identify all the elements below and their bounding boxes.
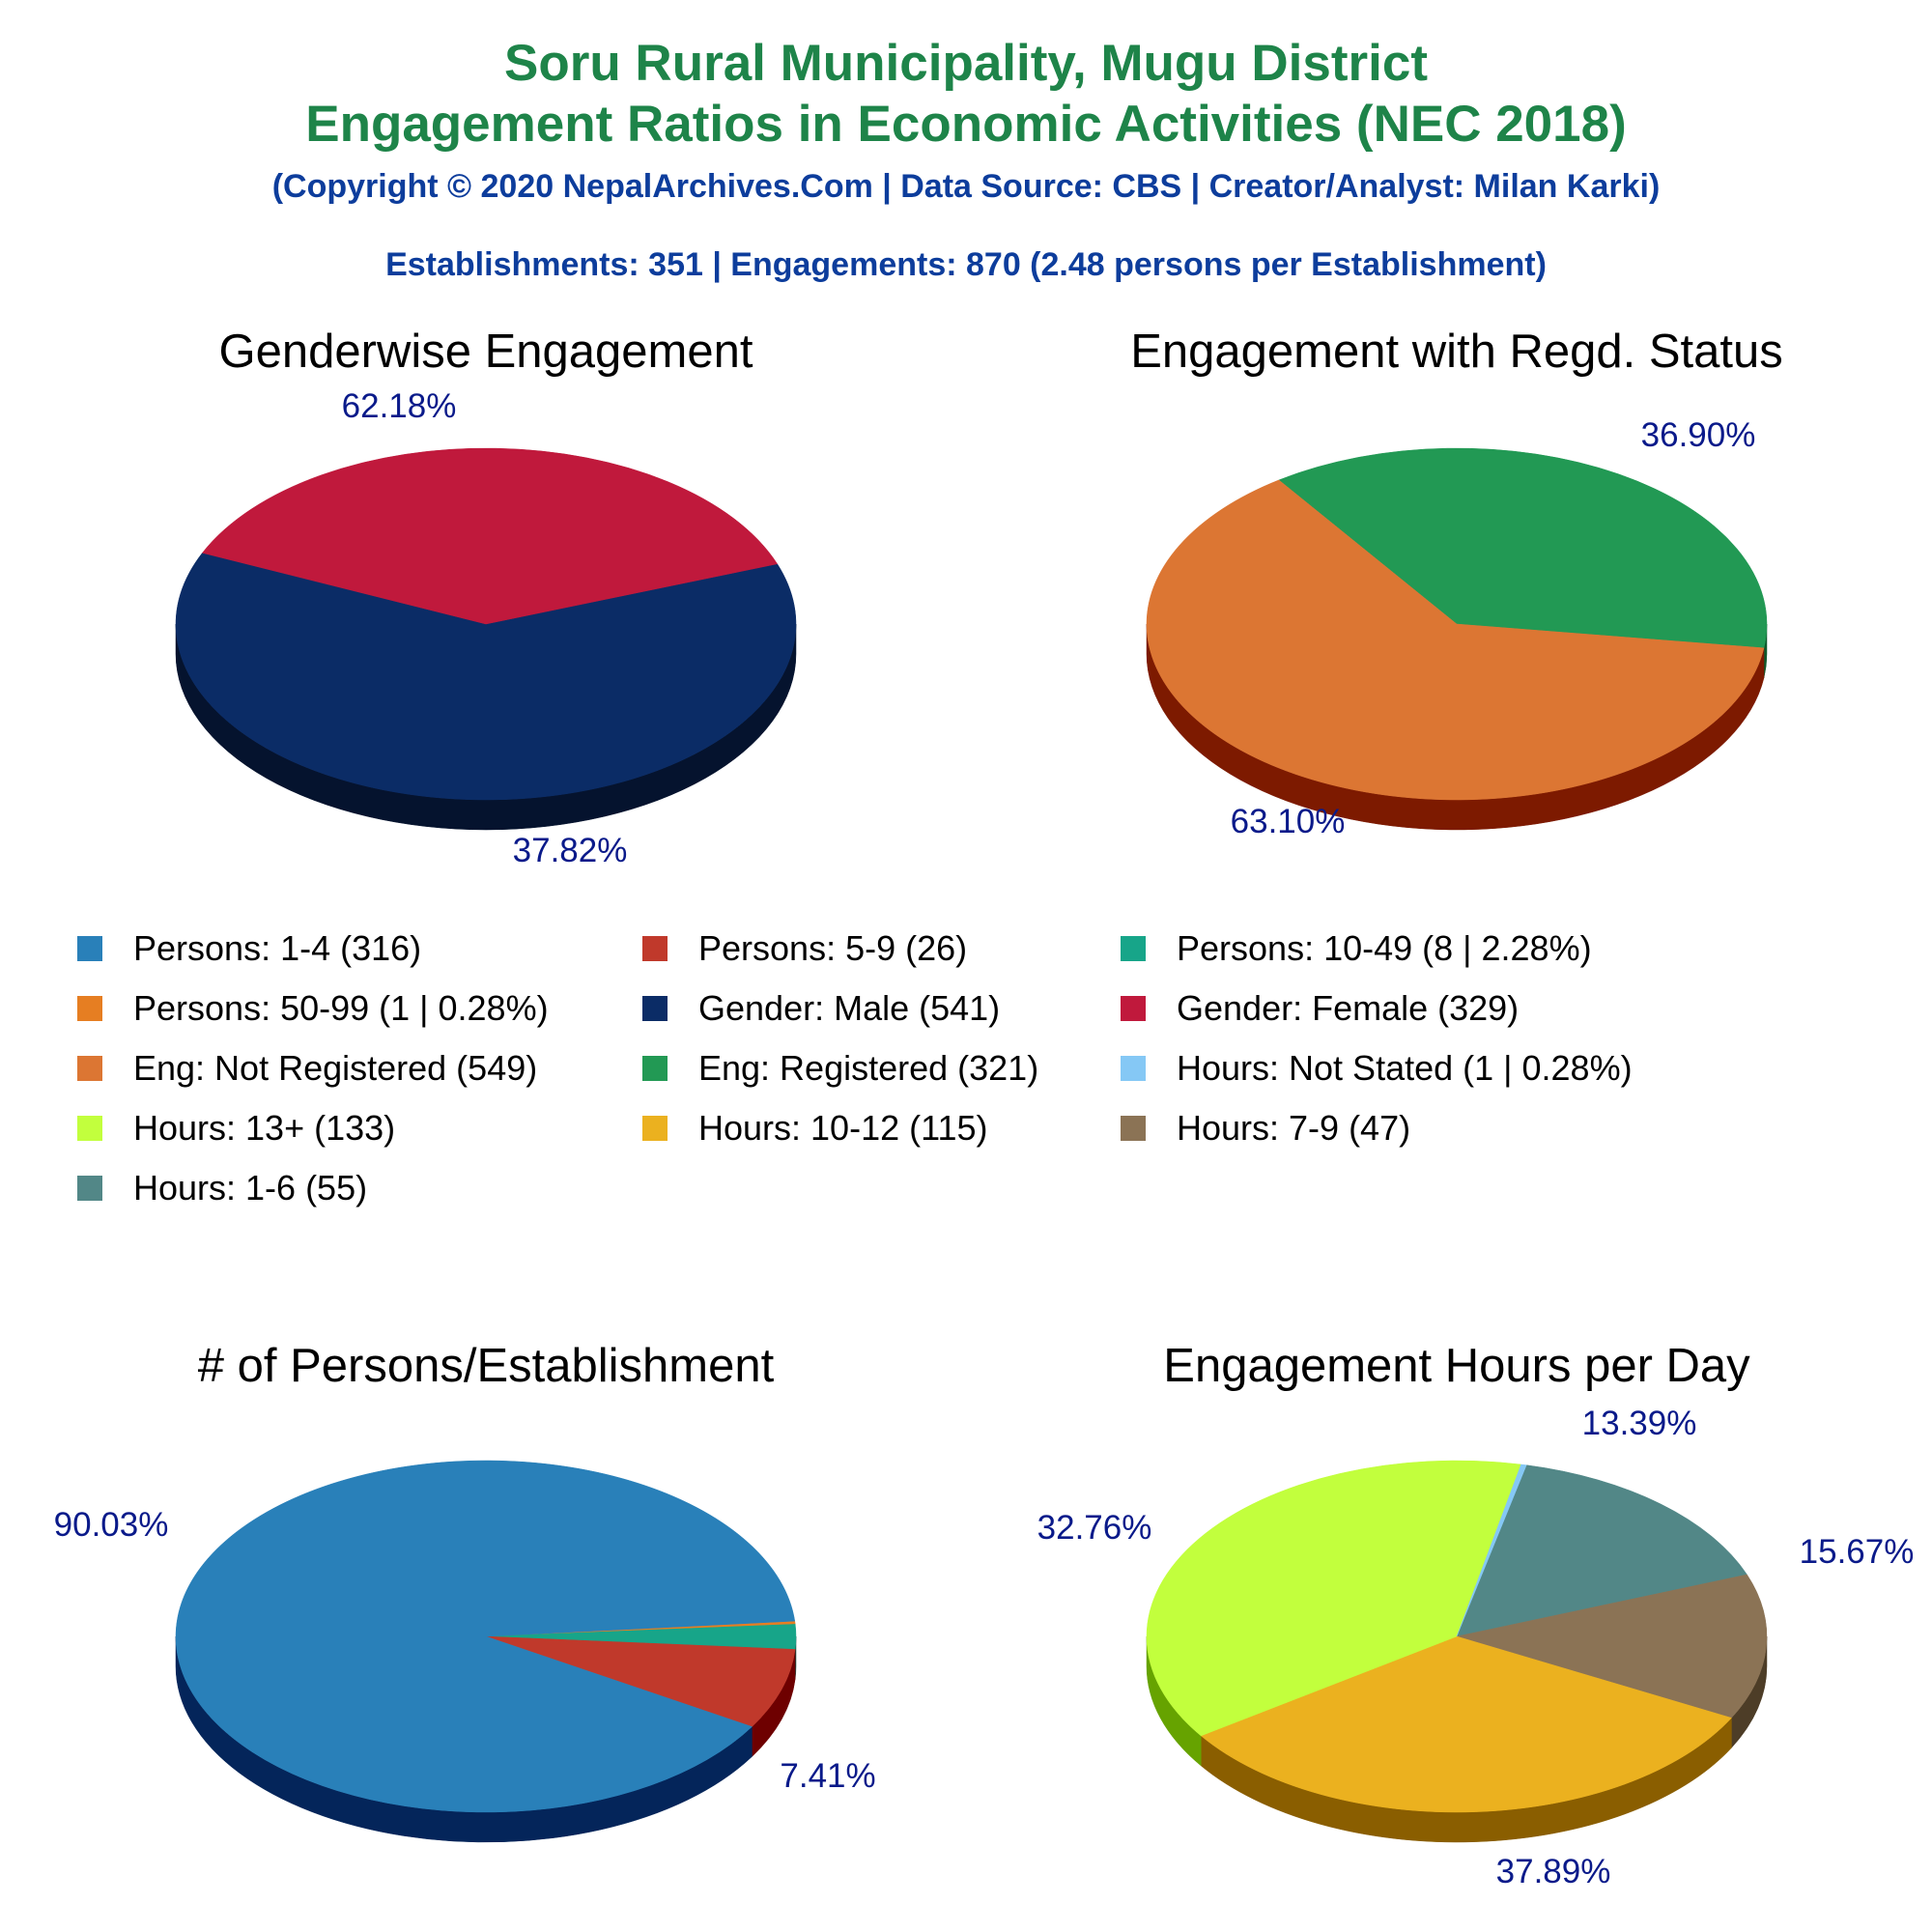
pie-slice xyxy=(485,1635,796,1727)
legend-label: Eng: Not Registered (549) xyxy=(133,1048,538,1088)
pie-slice xyxy=(1456,1574,1768,1719)
pie-slice xyxy=(1146,479,1765,801)
legend-item: Gender: Male (541) xyxy=(642,987,1000,1030)
slice-percent-label: 37.89% xyxy=(1496,1853,1611,1890)
slice-percent-label: 63.10% xyxy=(1231,803,1346,840)
pie-slice xyxy=(175,1460,796,1813)
legend-item: Persons: 5-9 (26) xyxy=(642,927,967,970)
pie-slice xyxy=(1456,1464,1747,1637)
legend-item: Hours: Not Stated (1 | 0.28%) xyxy=(1121,1047,1633,1090)
slice-percent-label: 15.67% xyxy=(1800,1533,1915,1571)
slice-percent-label: 36.90% xyxy=(1641,416,1756,454)
pie-slice xyxy=(1456,1463,1527,1637)
legend-label: Gender: Female (329) xyxy=(1177,988,1520,1028)
slice-percent-label: 37.82% xyxy=(513,832,628,869)
legend-label: Hours: 10-12 (115) xyxy=(698,1108,988,1148)
legend-label: Persons: 5-9 (26) xyxy=(698,928,968,968)
pie-slice xyxy=(1146,1460,1521,1737)
legend-label: Persons: 1-4 (316) xyxy=(133,928,422,968)
title-line-2: Engagement Ratios in Economic Activities… xyxy=(305,96,1627,153)
legend-item: Eng: Registered (321) xyxy=(642,1047,1038,1090)
slice-percent-label: 62.18% xyxy=(342,387,457,425)
legend-swatch xyxy=(1121,996,1146,1021)
copyright-line: (Copyright © 2020 NepalArchives.Com | Da… xyxy=(271,168,1661,205)
pie-slice xyxy=(1278,447,1768,649)
legend-label: Hours: 1-6 (55) xyxy=(133,1168,368,1208)
legend-swatch xyxy=(1121,936,1146,961)
legend-label: Gender: Male (541) xyxy=(698,988,1001,1028)
legend-swatch xyxy=(77,1056,102,1081)
slice-percent-label: 13.39% xyxy=(1582,1405,1697,1442)
legend-item: Gender: Female (329) xyxy=(1121,987,1519,1030)
legend-swatch xyxy=(642,936,668,961)
legend-item: Hours: 10-12 (115) xyxy=(642,1107,987,1150)
legend-label: Persons: 50-99 (1 | 0.28%) xyxy=(133,988,549,1028)
legend-item: Persons: 10-49 (8 | 2.28%) xyxy=(1121,927,1592,970)
title-line-1: Soru Rural Municipality, Mugu District xyxy=(503,35,1429,92)
legend-item: Hours: 7-9 (47) xyxy=(1121,1107,1410,1150)
legend-swatch xyxy=(642,996,668,1021)
legend-swatch xyxy=(77,1116,102,1141)
slice-percent-label: 32.76% xyxy=(1037,1509,1152,1547)
legend-label: Hours: 7-9 (47) xyxy=(1177,1108,1411,1148)
legend-label: Hours: 13+ (133) xyxy=(133,1108,396,1148)
pie-slice xyxy=(1200,1635,1732,1813)
legend-label: Persons: 10-49 (8 | 2.28%) xyxy=(1177,928,1592,968)
pie-slice xyxy=(202,447,779,625)
chart-title: Genderwise Engagement xyxy=(219,326,753,378)
legend-swatch xyxy=(77,996,102,1021)
legend-swatch xyxy=(642,1116,668,1141)
slice-percent-label: 90.03% xyxy=(54,1506,169,1544)
summary-line: Establishments: 351 | Engagements: 870 (… xyxy=(385,246,1547,283)
legend-swatch xyxy=(1121,1056,1146,1081)
legend-item: Eng: Not Registered (549) xyxy=(77,1047,537,1090)
pie-slice xyxy=(175,553,797,801)
legend-swatch xyxy=(1121,1116,1146,1141)
legend-item: Hours: 13+ (133) xyxy=(77,1107,395,1150)
legend-label: Eng: Registered (321) xyxy=(698,1048,1039,1088)
legend-swatch xyxy=(642,1056,668,1081)
legend-label: Hours: Not Stated (1 | 0.28%) xyxy=(1177,1048,1633,1088)
chart-title: Engagement Hours per Day xyxy=(1163,1340,1750,1392)
legend-item: Persons: 1-4 (316) xyxy=(77,927,421,970)
legend-swatch xyxy=(77,936,102,961)
slice-percent-label: 7.41% xyxy=(780,1757,875,1795)
legend-item: Hours: 1-6 (55) xyxy=(77,1167,367,1209)
legend-item: Persons: 50-99 (1 | 0.28%) xyxy=(77,987,549,1030)
chart-title: # of Persons/Establishment xyxy=(198,1340,775,1392)
legend-swatch xyxy=(77,1176,102,1201)
chart-title: Engagement with Regd. Status xyxy=(1130,326,1783,378)
